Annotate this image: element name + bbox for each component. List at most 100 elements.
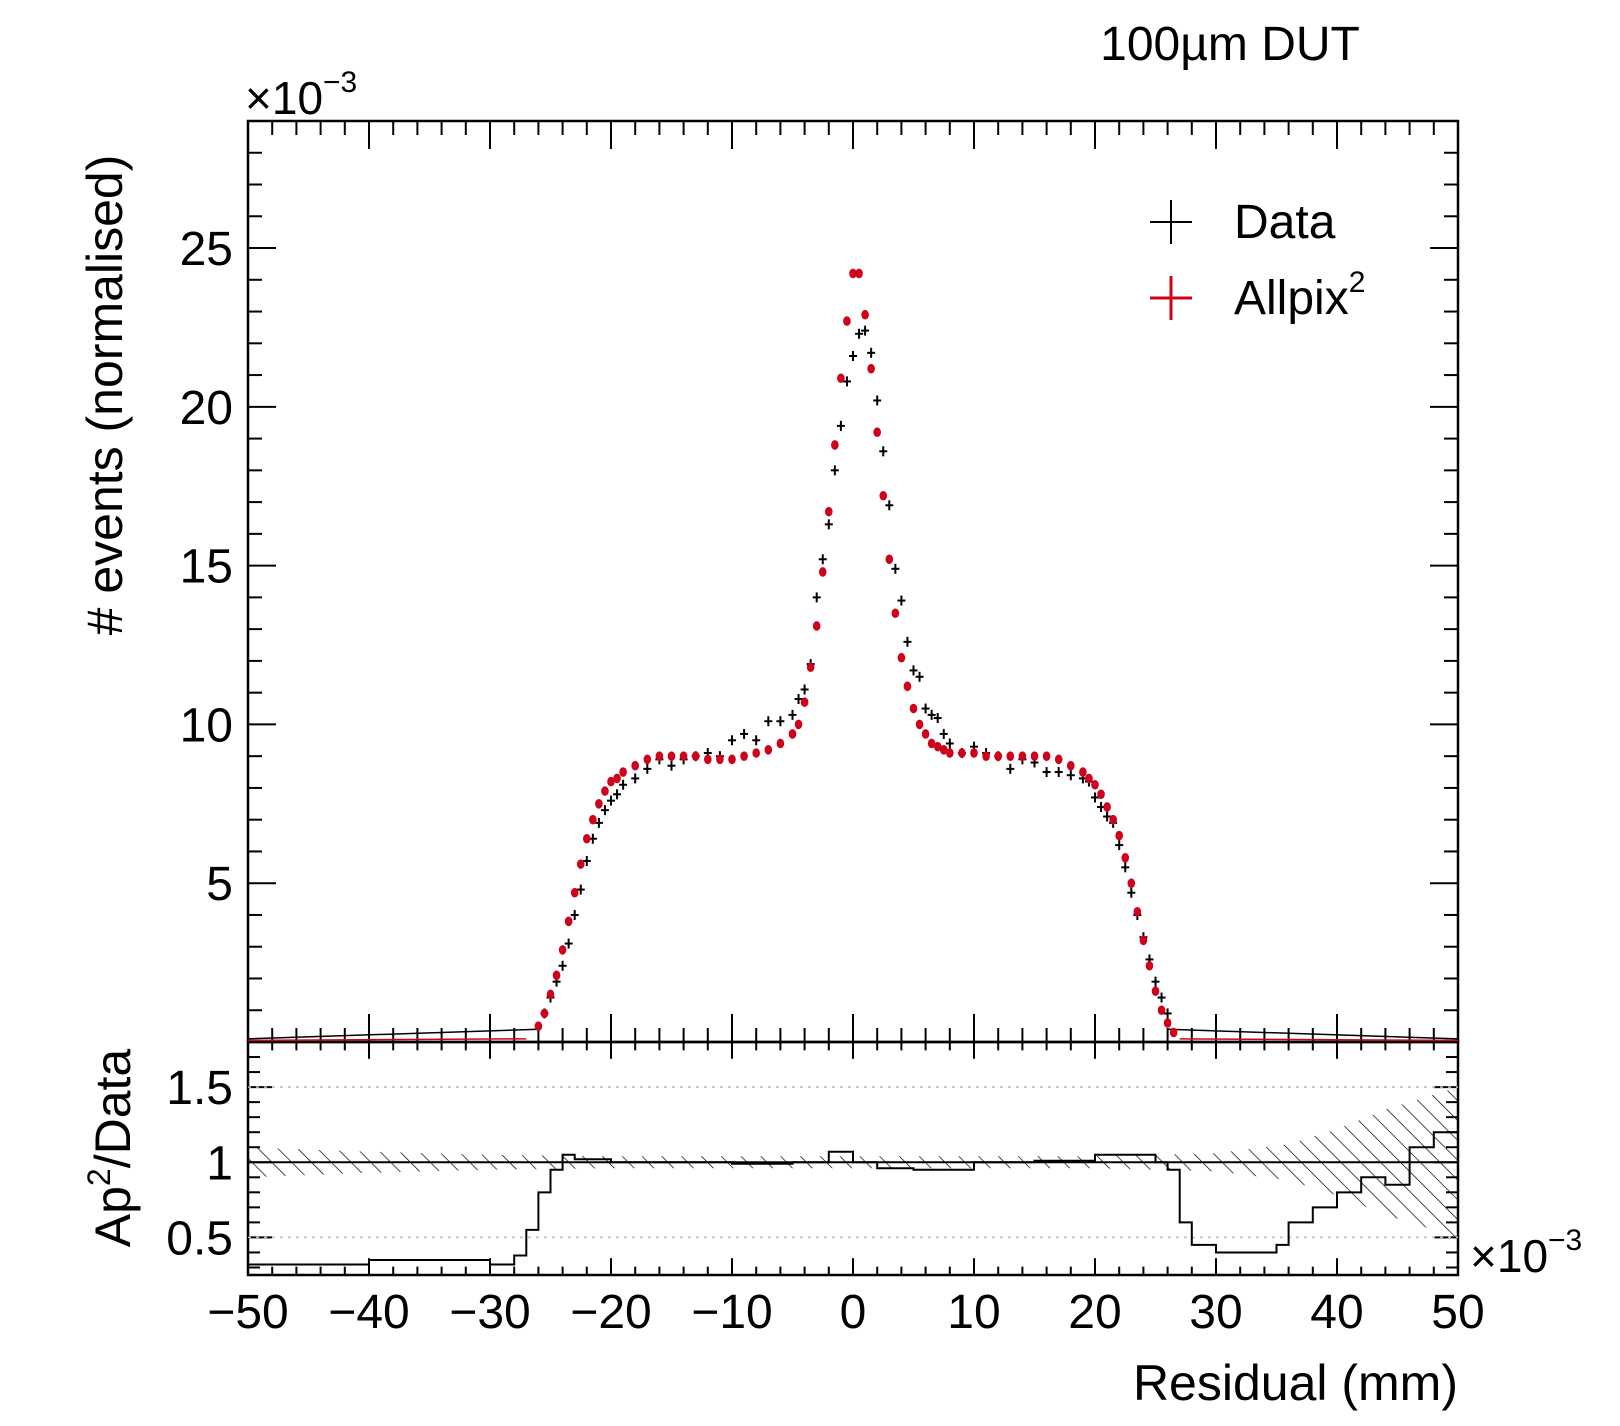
mc-point: [1091, 779, 1099, 790]
mc-point: [1018, 751, 1027, 761]
ratio-y-axis-label: Ap2/Data: [81, 1049, 141, 1248]
mc-point: [576, 859, 585, 869]
mc-point: [619, 767, 627, 777]
x-tick-label: −10: [691, 1286, 772, 1339]
mc-point: [740, 751, 748, 761]
mc-point: [752, 748, 760, 758]
mc-point: [1030, 751, 1039, 761]
legend-label-allpix: Allpix2: [1234, 266, 1365, 325]
top-panel-frame: [246, 119, 1460, 1044]
ratio-y-label-rest: /Data: [85, 1049, 141, 1169]
mc-point: [1127, 878, 1136, 889]
mc-point: [909, 703, 918, 714]
mc-point: [667, 751, 676, 761]
mc-point: [873, 427, 881, 438]
ratio-y-tick-label: 0.5: [166, 1212, 233, 1265]
mc-point: [982, 751, 990, 761]
mc-point: [939, 745, 948, 755]
y-tick-label: 25: [180, 223, 233, 276]
mc-point: [933, 741, 942, 752]
x-tick-label: −20: [570, 1286, 651, 1339]
mc-point: [570, 887, 579, 898]
mc-point: [655, 751, 664, 761]
x-tick-label: −40: [328, 1286, 409, 1339]
legend-label-data: Data: [1234, 196, 1336, 249]
mc-tail-right: [1179, 1038, 1459, 1042]
top-panel-ticks: 5 10 15 20 25: [180, 120, 1459, 1043]
mc-point: [1157, 1005, 1166, 1016]
mc-point: [1163, 1018, 1172, 1028]
mc-point: [764, 745, 773, 755]
ratio-step-line: [248, 1131, 1458, 1266]
y-exponent-label: ×10−3: [245, 66, 357, 124]
mc-point: [1067, 760, 1075, 771]
mc-point: [794, 719, 803, 730]
mc-point: [897, 652, 906, 663]
data-tail-left: [247, 1028, 539, 1040]
mc-point: [1079, 767, 1087, 777]
x-tick-label: 30: [1189, 1286, 1242, 1339]
mc-point: [1139, 935, 1148, 946]
ratio-y-label-sup: 2: [81, 1168, 117, 1186]
y-exponent-base: ×10: [245, 72, 323, 124]
mc-point: [1006, 751, 1015, 761]
mc-point: [691, 751, 700, 761]
data-points: [247, 268, 1459, 1042]
mc-point: [1121, 853, 1130, 863]
mc-point: [613, 773, 621, 784]
mc-point: [806, 662, 815, 673]
ratio-y-tick-label: 1.5: [166, 1062, 233, 1115]
mc-point: [946, 748, 954, 758]
mc-point: [1133, 906, 1142, 917]
mc-point: [843, 316, 851, 326]
mc-point: [970, 748, 978, 758]
ratio-y-tick-label: 1: [206, 1137, 233, 1190]
mc-point: [552, 970, 561, 981]
mc-point: [583, 833, 591, 844]
mc-point: [704, 754, 712, 765]
mc-point: [1085, 773, 1093, 784]
legend-label-allpix-sup: 2: [1349, 266, 1366, 299]
mc-point: [1115, 830, 1123, 841]
mc-point: [849, 268, 857, 279]
mc-point: [903, 681, 912, 692]
mc-point: [1169, 1027, 1178, 1038]
y-exponent-power: −3: [323, 66, 357, 99]
x-exponent-base: ×10: [1470, 1230, 1548, 1282]
bottom-panel-ticks: −50 −40 −30 −20 −10 0 10 20 30 40 50 0.5 1 1.5: [166, 1042, 1485, 1339]
x-tick-label: 0: [840, 1286, 867, 1339]
mc-point: [1054, 754, 1063, 765]
mc-point: [595, 799, 603, 809]
mc-point: [534, 1021, 543, 1031]
y-axis-label: # events (normalised): [77, 155, 133, 636]
mc-point: [1103, 802, 1111, 812]
x-tick-label: −30: [449, 1286, 530, 1339]
mc-point: [855, 268, 863, 279]
mc-point: [558, 945, 567, 955]
mc-point: [540, 1008, 549, 1019]
mc-point: [788, 729, 797, 739]
ratio-histogram: [248, 1131, 1458, 1266]
data-tail-right: [1167, 1028, 1459, 1040]
y-tick-label: 10: [180, 699, 233, 752]
mc-point: [716, 754, 724, 765]
mc-point: [958, 748, 966, 758]
mc-point: [589, 814, 597, 825]
mc-point: [1151, 986, 1160, 996]
mc-point: [546, 989, 555, 1000]
mc-point: [927, 738, 936, 749]
mc-point: [643, 754, 652, 765]
x-exponent-label: ×10−3: [1470, 1224, 1582, 1282]
mc-point: [776, 738, 785, 749]
legend: Data Allpix2: [1150, 196, 1365, 325]
mc-point: [891, 608, 900, 619]
mc-point: [1145, 960, 1154, 971]
mc-point: [800, 697, 809, 707]
y-tick-label: 5: [206, 858, 233, 911]
legend-label-allpix-base: Allpix: [1234, 272, 1349, 325]
mc-point: [818, 567, 827, 577]
x-tick-label: 40: [1310, 1286, 1363, 1339]
mc-point: [564, 916, 573, 927]
x-tick-label: 50: [1431, 1286, 1484, 1339]
